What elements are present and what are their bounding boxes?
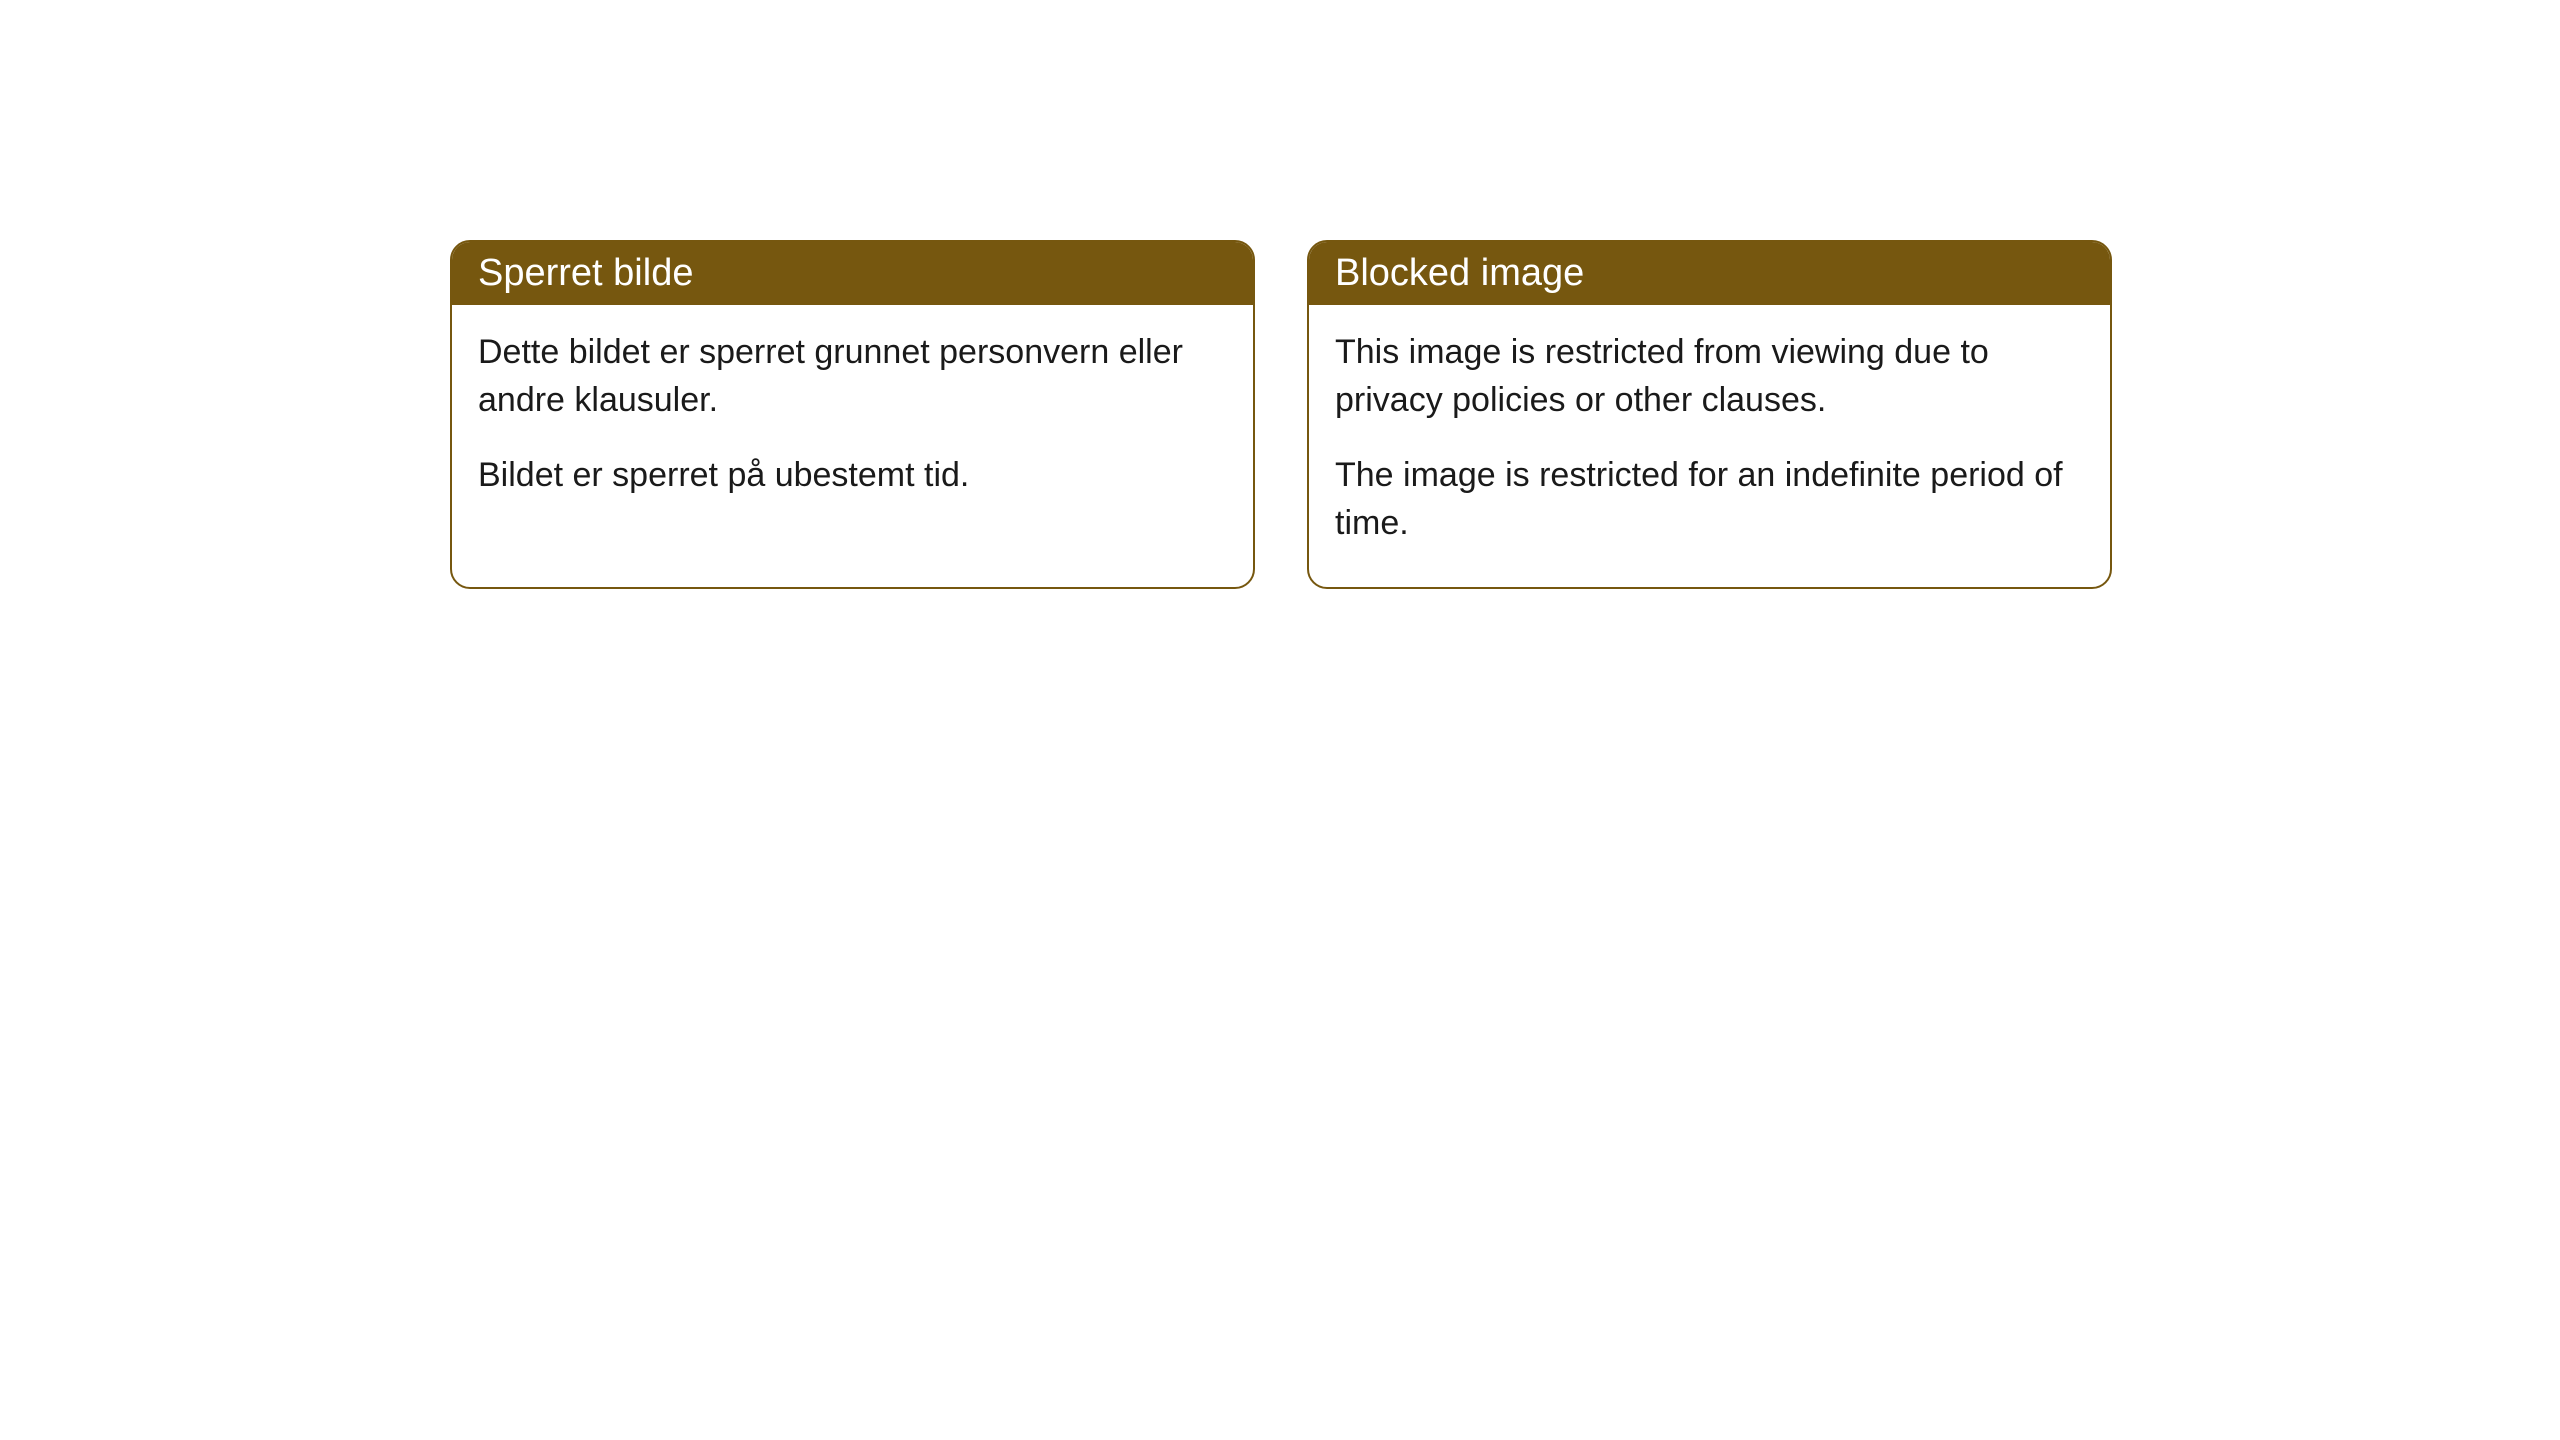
card-header-en: Blocked image — [1309, 242, 2110, 305]
blocked-image-card-en: Blocked image This image is restricted f… — [1307, 240, 2112, 589]
card-body-en: This image is restricted from viewing du… — [1309, 305, 2110, 587]
cards-container: Sperret bilde Dette bildet er sperret gr… — [450, 240, 2112, 589]
card-paragraph-en-1: This image is restricted from viewing du… — [1335, 329, 2084, 424]
card-body-no: Dette bildet er sperret grunnet personve… — [452, 305, 1253, 540]
card-paragraph-no-1: Dette bildet er sperret grunnet personve… — [478, 329, 1227, 424]
card-header-no: Sperret bilde — [452, 242, 1253, 305]
card-paragraph-en-2: The image is restricted for an indefinit… — [1335, 452, 2084, 547]
card-paragraph-no-2: Bildet er sperret på ubestemt tid. — [478, 452, 1227, 500]
blocked-image-card-no: Sperret bilde Dette bildet er sperret gr… — [450, 240, 1255, 589]
